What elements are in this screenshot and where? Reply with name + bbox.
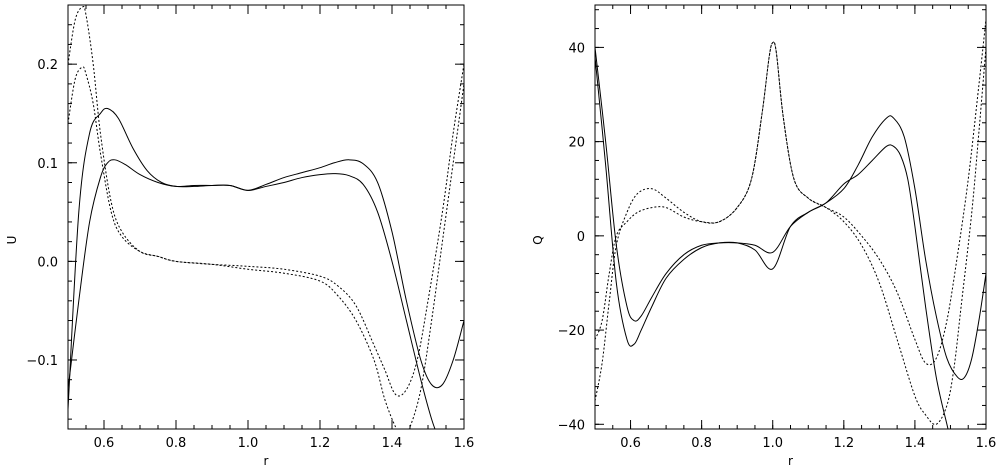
u-plot-frame — [67, 4, 465, 430]
u-series-2-line — [68, 159, 436, 429]
q-y-tick-label: −20 — [558, 324, 585, 339]
q-plot-frame — [594, 4, 987, 430]
q-x-tick-label: 0.8 — [691, 436, 712, 451]
u-y-tick-label: 0.0 — [37, 255, 58, 270]
u-x-tick-label: 1.6 — [454, 436, 475, 451]
q-series-3-line — [595, 19, 986, 401]
q-x-tick-label: 1.2 — [833, 436, 854, 451]
q-y-tick-label: −40 — [558, 418, 585, 433]
u-series-4-line — [68, 66, 464, 429]
q-panel: 0.6 0.8 1.0 1.2 1.4 1.6 −40 −20 0 20 40 r Q — [531, 4, 997, 468]
u-y-tick-label: 0.2 — [37, 58, 58, 73]
u-x-tick-label: 1.2 — [310, 436, 331, 451]
q-y-tick-label: 0 — [577, 230, 585, 245]
u-series-1-line — [68, 107, 464, 410]
u-x-axis-label: r — [264, 454, 269, 468]
q-x-tick-label: 0.6 — [620, 436, 641, 451]
q-x-tick-label: 1.0 — [762, 436, 783, 451]
q-y-axis-label: Q — [531, 235, 545, 244]
q-x-axis-label: r — [788, 454, 793, 468]
q-series-4-line — [595, 41, 986, 426]
u-x-tick-label: 0.6 — [94, 436, 115, 451]
q-x-tick-label: 1.4 — [905, 436, 926, 451]
q-series-1-line — [595, 47, 986, 381]
q-x-tick-label: 1.6 — [976, 436, 997, 451]
u-x-tick-label: 0.8 — [166, 436, 187, 451]
u-y-tick-label: −0.1 — [26, 354, 58, 369]
u-y-tick-label: 0.1 — [37, 157, 58, 172]
q-y-tick-label: 40 — [568, 41, 585, 56]
u-x-tick-label: 1.0 — [238, 436, 259, 451]
u-panel: 0.6 0.8 1.0 1.2 1.4 1.6 −0.1 0.0 0.1 0.2 r U — [5, 4, 475, 468]
u-y-axis-label: U — [5, 236, 19, 245]
u-series-3-line — [68, 6, 464, 397]
q-y-tick-label: 20 — [568, 136, 585, 151]
q-series-2-line — [595, 56, 949, 429]
u-x-tick-label: 1.4 — [382, 436, 403, 451]
